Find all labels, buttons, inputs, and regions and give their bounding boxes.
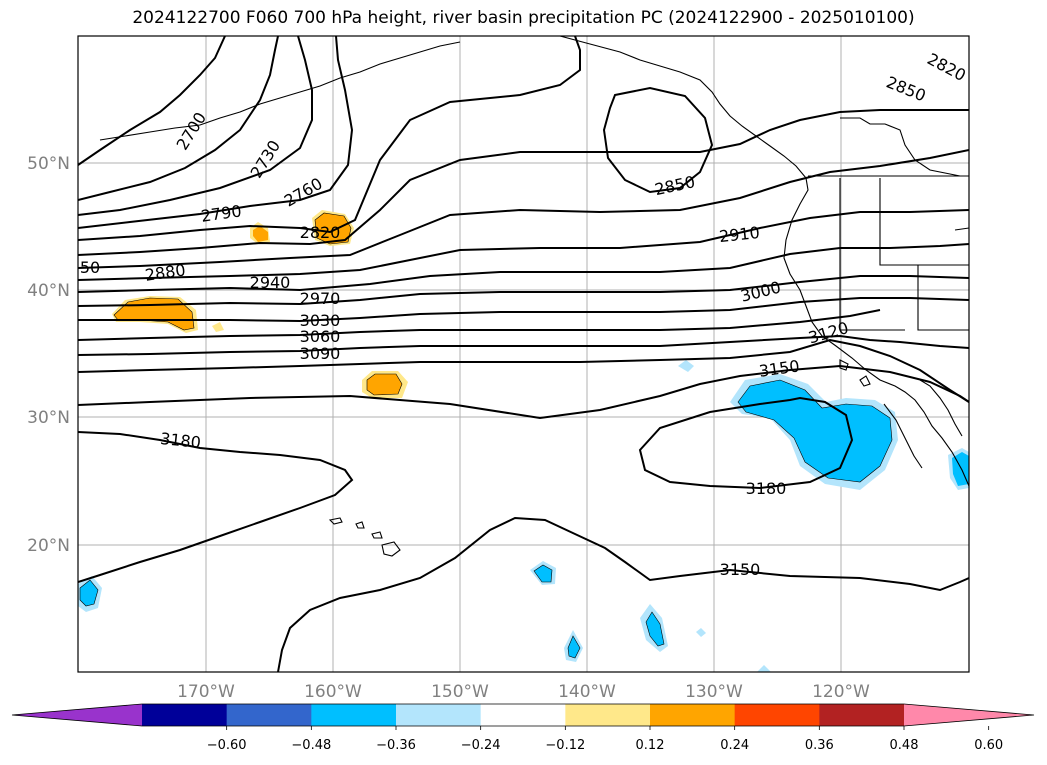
colorbar-segment <box>226 704 312 726</box>
plot-frame <box>77 35 970 673</box>
contour-label: 3180 <box>159 429 201 452</box>
contour-label: 2910 <box>718 223 760 246</box>
latitude-labels: 50°N 40°N 30°N 20°N <box>27 154 70 556</box>
lat-label: 40°N <box>27 281 70 301</box>
height-contours <box>78 36 969 672</box>
precip-region <box>80 580 98 606</box>
colorbar-extend-min <box>12 704 142 726</box>
colorbar-tick-label: −0.12 <box>545 738 585 753</box>
colorbar-segment <box>565 704 651 726</box>
contour-label: 3060 <box>300 327 341 346</box>
lon-label: 160°W <box>304 682 362 702</box>
contour-label: 3030 <box>300 311 341 330</box>
colorbar-tick-label: 0.24 <box>720 738 749 753</box>
lon-label: 130°W <box>685 682 743 702</box>
colorbar-segment <box>650 704 736 726</box>
colorbar-tick-label: −0.36 <box>376 738 416 753</box>
colorbar-segment <box>396 704 482 726</box>
lat-label: 20°N <box>27 536 70 556</box>
colorbar-tick-label: −0.24 <box>461 738 501 753</box>
precip-region <box>253 226 268 242</box>
precip-region <box>678 360 694 372</box>
colorbar-tick-label: 0.36 <box>805 738 834 753</box>
lon-label: 170°W <box>177 682 235 702</box>
gridlines <box>78 36 969 672</box>
colorbar-segment <box>142 704 228 726</box>
lon-label: 120°W <box>812 682 870 702</box>
precip-outlines <box>79 212 893 659</box>
contour-label: 3180 <box>746 479 787 498</box>
precip-region <box>534 565 552 582</box>
colorbar: −0.60 −0.48 −0.36 −0.24 −0.12 0.12 0.24 0.36 0.4… <box>11 703 1035 753</box>
colorbar-segment <box>480 704 566 726</box>
lat-label: 50°N <box>27 154 70 174</box>
coastlines <box>99 36 969 557</box>
contour-label: 2970 <box>300 289 341 308</box>
contour-label: 2940 <box>250 273 291 292</box>
contour-label: 50 <box>80 258 100 277</box>
colorbar-tick-label: 0.60 <box>974 738 1003 753</box>
lon-label: 150°W <box>431 682 489 702</box>
precip-region <box>367 374 402 395</box>
precip-region <box>738 380 892 482</box>
colorbar-segment <box>311 704 397 726</box>
contour-label: 3150 <box>720 560 761 579</box>
lat-label: 30°N <box>27 408 70 428</box>
contour-label: 2820 <box>300 223 341 242</box>
colorbar-segment <box>734 704 820 726</box>
colorbar-segment <box>819 704 905 726</box>
lon-label: 140°W <box>558 682 616 702</box>
precip-region <box>646 612 664 646</box>
map-title: 2024122700 F060 700 hPa height, river ba… <box>132 8 915 28</box>
longitude-labels: 170°W 160°W 150°W 140°W 130°W 120°W <box>177 682 870 702</box>
colorbar-outline <box>11 703 1035 727</box>
precip-region <box>696 628 706 637</box>
precip-region <box>757 665 771 672</box>
colorbar-tick-label: −0.48 <box>291 738 331 753</box>
precip-region <box>212 322 224 332</box>
colorbar-tick-label: 0.48 <box>890 738 919 753</box>
colorbar-tick-label: −0.60 <box>207 738 247 753</box>
map-plot-area: 2700 2730 2760 2790 2820 2850 2820 2850 … <box>78 36 969 672</box>
colorbar-tick-label: 0.12 <box>636 738 665 753</box>
precip-region <box>315 213 351 244</box>
colorbar-extend-max <box>904 704 1034 726</box>
contour-label: 3090 <box>300 344 341 363</box>
